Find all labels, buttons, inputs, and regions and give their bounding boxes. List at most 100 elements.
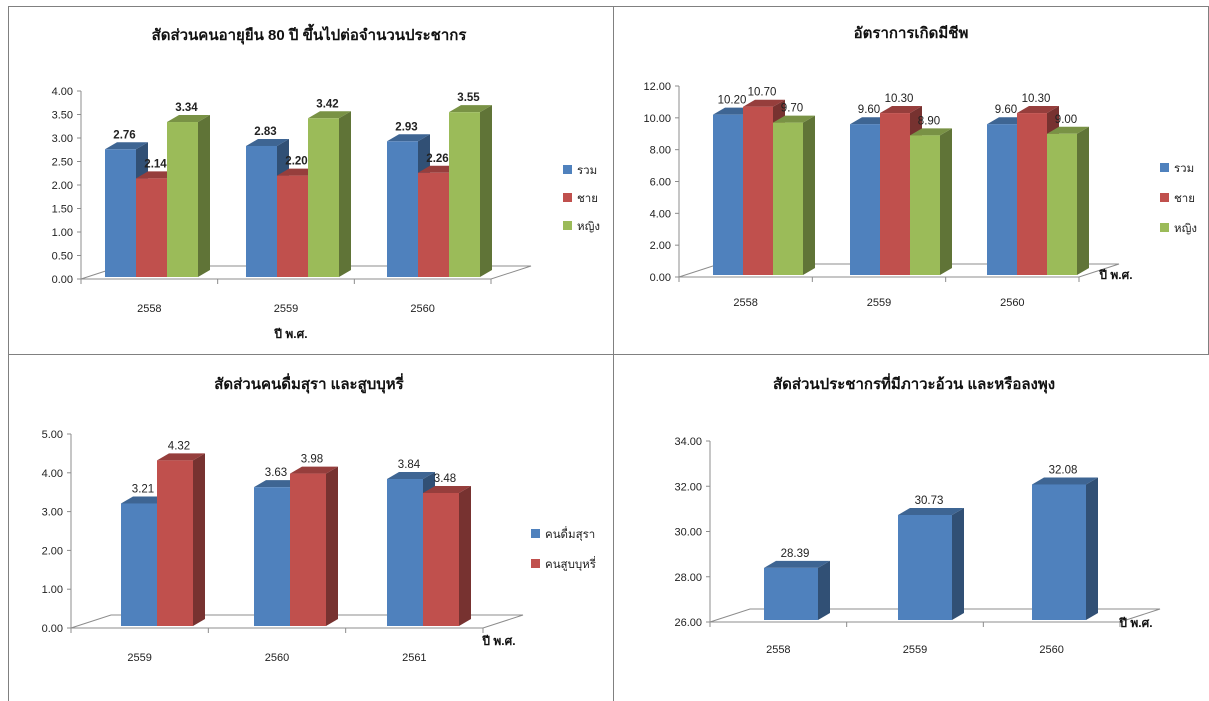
bar-side (1086, 477, 1098, 620)
bar (910, 135, 940, 275)
y-tick-label: 4.00 (650, 208, 671, 220)
bar-side (193, 453, 205, 626)
bar (290, 473, 326, 626)
bar (308, 118, 339, 277)
bar (387, 141, 418, 277)
bar-side (818, 560, 830, 620)
y-tick-label: 34.00 (674, 436, 702, 448)
bar-top (1032, 477, 1098, 485)
y-tick-label: 0.00 (650, 272, 671, 284)
bar (387, 479, 423, 626)
y-tick-label: 1.00 (52, 227, 73, 239)
data-label: 9.60 (858, 104, 880, 116)
bar-top (743, 99, 785, 107)
bar-top (167, 115, 210, 123)
data-label: 2.26 (426, 153, 448, 165)
bar (898, 514, 952, 620)
legend-swatch (563, 165, 572, 174)
x-tick-label: 2559 (903, 644, 927, 656)
y-tick-label: 2.00 (42, 545, 63, 557)
data-label: 9.70 (781, 103, 803, 115)
x-tick-label: 2561 (402, 652, 426, 664)
bar-top (910, 128, 952, 136)
bar-side (459, 485, 471, 626)
y-tick-label: 3.50 (52, 110, 73, 122)
bar (713, 114, 743, 276)
data-label: 3.48 (434, 473, 456, 485)
legend-label: คนดื่มสุรา (545, 526, 595, 541)
legend-swatch (563, 221, 572, 230)
chart-title: สัดส่วนคนอายุยืน 80 ปี ขึ้นไปต่อจำนวนประ… (152, 23, 468, 45)
data-label: 3.84 (398, 459, 421, 471)
data-label: 3.55 (457, 92, 480, 104)
bar (987, 124, 1017, 275)
x-tick-label: 2560 (1039, 644, 1063, 656)
y-tick-label: 10.00 (643, 113, 671, 125)
data-label: 30.73 (915, 495, 944, 507)
y-tick-label: 2.50 (52, 157, 73, 169)
x-tick-label: 2559 (274, 303, 298, 315)
bar (167, 122, 198, 278)
data-label: 2.83 (254, 126, 276, 138)
chart-drink-smoke-svg: สัดส่วนคนดื่มสุรา และสูบบุหรี่ 0.00 1.00 2.… (42, 373, 596, 664)
legend-label: ชาย (1174, 193, 1195, 205)
bar (121, 503, 157, 626)
bar (418, 172, 449, 277)
legend-label: ชาย (577, 193, 598, 205)
bar-side (198, 115, 210, 278)
bar-side (940, 128, 952, 275)
chart-panel-longevity: สัดส่วนคนอายุยืน 80 ปี ขึ้นไปต่อจำนวนประ… (8, 6, 614, 355)
bar (105, 149, 136, 277)
chart-panel-birth-rate: อัตราการเกิดมีชีพ 0.00 2.00 4.00 6.00 8.00 10.… (614, 6, 1209, 355)
y-tick-label: 2.00 (650, 240, 671, 252)
bar (246, 145, 277, 277)
bar-top (449, 105, 492, 113)
chart-panel-drink-smoke: สัดส่วนคนดื่มสุรา และสูบบุหรี่ 0.00 1.00 2.… (8, 355, 614, 701)
y-tick-label: 1.00 (42, 584, 63, 596)
legend-swatch (1160, 163, 1169, 172)
data-label: 28.39 (781, 548, 810, 560)
legend-label: คนสูบบุหรี่ (545, 556, 596, 571)
bar (277, 175, 308, 277)
x-tick-label: 2560 (265, 652, 289, 664)
bar-top (387, 472, 435, 480)
bar (743, 106, 773, 275)
data-label: 2.76 (113, 129, 135, 141)
x-axis-title: ปี พ.ศ. (482, 634, 516, 648)
x-tick-label: 2560 (1000, 297, 1024, 309)
data-label: 9.60 (995, 104, 1017, 116)
legend-label: หญิง (1174, 222, 1197, 235)
legend-swatch (531, 559, 540, 568)
x-tick-label: 2559 (127, 652, 151, 664)
bar-top (290, 466, 338, 474)
bar-top (764, 560, 830, 568)
data-label: 10.20 (718, 95, 747, 107)
y-tick-label: 12.00 (643, 81, 671, 93)
legend-swatch (1160, 193, 1169, 202)
y-tick-label: 2.00 (52, 180, 73, 192)
y-tick-label: 1.50 (52, 204, 73, 216)
legend-label: รวม (1174, 163, 1194, 175)
bar-side (339, 111, 351, 277)
bar-top (1047, 126, 1089, 134)
chart-title: สัดส่วนประชากรที่มีภาวะอ้วน และหรือลงพุง (773, 373, 1055, 394)
bar (1032, 484, 1086, 620)
bar (449, 112, 480, 278)
y-tick-label: 28.00 (674, 572, 702, 584)
data-label: 3.34 (175, 102, 198, 114)
chart-title: สัดส่วนคนดื่มสุรา และสูบบุหรี่ (214, 373, 404, 394)
data-label: 2.14 (144, 158, 167, 170)
bar-top (308, 111, 351, 119)
bar-top (773, 115, 815, 123)
legend-swatch (531, 529, 540, 538)
data-label: 10.70 (748, 87, 777, 99)
bar-top (898, 507, 964, 515)
bar (136, 178, 167, 277)
bar-top (880, 106, 922, 114)
bar-top (105, 142, 148, 150)
x-axis-title: ปี พ.ศ. (1119, 616, 1153, 630)
bar-top (423, 485, 471, 493)
y-tick-label: 4.00 (52, 86, 73, 98)
bar (764, 567, 818, 620)
bar-side (1077, 126, 1089, 275)
